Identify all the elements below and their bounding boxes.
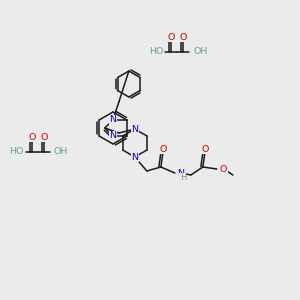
Text: O: O: [28, 133, 36, 142]
Text: N: N: [110, 131, 116, 140]
Text: OH: OH: [193, 47, 207, 56]
Text: O: O: [167, 32, 175, 41]
Text: N: N: [177, 169, 184, 178]
Text: O: O: [159, 145, 167, 154]
Text: OH: OH: [54, 148, 68, 157]
Text: O: O: [179, 32, 187, 41]
Text: HO: HO: [148, 47, 163, 56]
Text: N: N: [131, 152, 138, 161]
Text: O: O: [40, 133, 48, 142]
Text: O: O: [220, 164, 227, 173]
Text: H: H: [180, 173, 186, 182]
Text: N: N: [110, 116, 116, 124]
Text: O: O: [201, 145, 208, 154]
Text: HO: HO: [10, 148, 24, 157]
Text: N: N: [131, 124, 138, 134]
